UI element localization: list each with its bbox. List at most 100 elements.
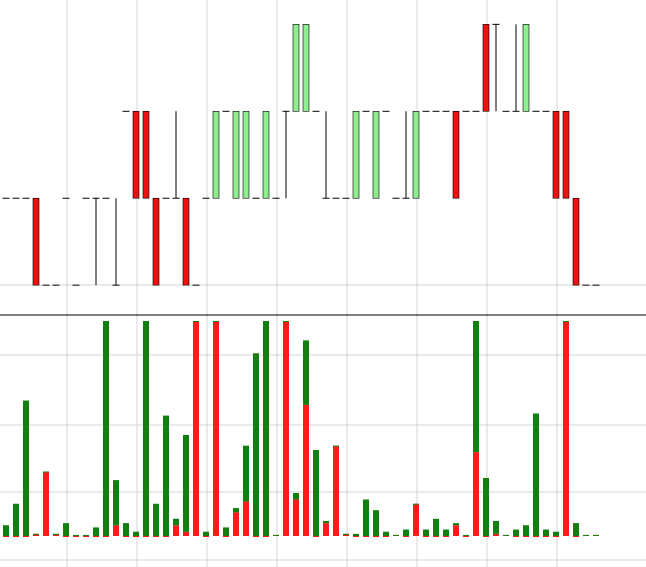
candle-body xyxy=(552,110,560,199)
volume-bar xyxy=(173,525,179,536)
volume-bar xyxy=(423,536,429,537)
candle-body xyxy=(302,24,310,112)
volume-bar xyxy=(373,536,379,537)
volume-bar xyxy=(343,533,349,536)
volume-bar xyxy=(153,536,159,537)
volume-bar xyxy=(563,321,569,322)
candle-body xyxy=(562,110,570,199)
volume-bar xyxy=(403,529,409,536)
volume-bar xyxy=(223,527,229,536)
volume-bar xyxy=(113,480,119,526)
volume-bar xyxy=(233,508,239,513)
volume-bar xyxy=(73,536,79,537)
volume-bar xyxy=(53,533,59,535)
candle-body xyxy=(182,197,190,286)
volume-bar xyxy=(523,536,529,537)
volume-bar xyxy=(563,321,569,536)
volume-bar xyxy=(293,493,299,500)
volume-bar xyxy=(393,534,399,536)
volume-bar xyxy=(533,413,539,536)
candle-body xyxy=(242,110,250,199)
candle-body xyxy=(232,110,240,199)
volume-bar xyxy=(153,503,159,536)
volume-bar xyxy=(293,499,299,536)
volume-bar xyxy=(353,533,359,536)
volume-bar xyxy=(243,445,249,502)
volume-bar xyxy=(343,533,349,535)
volume-bar xyxy=(513,536,519,537)
volume-bar xyxy=(193,321,199,536)
volume-bar xyxy=(543,536,549,537)
volume-bar xyxy=(383,531,389,536)
volume-bar xyxy=(213,321,219,536)
volume-bar xyxy=(33,533,39,536)
volume-bar xyxy=(193,321,199,322)
volume-bar xyxy=(163,415,169,536)
candle-body xyxy=(132,110,140,199)
volume-bar xyxy=(413,503,419,536)
volume-bar xyxy=(263,321,269,536)
volume-bar xyxy=(283,321,289,322)
volume-bar xyxy=(13,536,19,537)
candle-body xyxy=(212,110,220,199)
candle-body xyxy=(262,110,270,199)
volume-bar xyxy=(493,520,499,534)
volume-bar xyxy=(433,518,439,536)
volume-bar xyxy=(3,525,9,536)
volume-bar xyxy=(523,525,529,536)
candle-body xyxy=(522,24,530,112)
volume-bar xyxy=(463,534,469,536)
volume-bar xyxy=(313,536,319,537)
volume-bar xyxy=(103,321,109,536)
volume-bar xyxy=(303,404,309,536)
candle-body xyxy=(482,24,490,112)
volume-bar xyxy=(53,533,59,536)
volume-bar xyxy=(13,503,19,536)
volume-bar xyxy=(403,536,409,537)
volume-bar xyxy=(533,536,539,537)
volume-bar xyxy=(123,523,129,536)
candle-body xyxy=(142,110,150,199)
candle-body xyxy=(452,110,460,199)
volume-bar xyxy=(483,477,489,536)
volume-bar xyxy=(313,450,319,536)
volume-bar xyxy=(23,400,29,536)
candle-body xyxy=(372,110,380,199)
volume-bar xyxy=(513,529,519,536)
volume-bar xyxy=(63,536,69,537)
volume-bar xyxy=(273,534,279,536)
volume-bar xyxy=(23,536,29,537)
volume-bar xyxy=(443,536,449,537)
volume-bar xyxy=(233,512,239,536)
volume-bar xyxy=(253,536,259,537)
volume-bar xyxy=(213,321,219,322)
volume-bar xyxy=(473,452,479,536)
volume-bar xyxy=(63,523,69,536)
volume-bar xyxy=(583,534,589,536)
volume-bar xyxy=(263,536,269,537)
volume-bar xyxy=(143,321,149,536)
volume-bar xyxy=(223,536,229,537)
volume-bar xyxy=(363,536,369,537)
volume-bar xyxy=(363,499,369,536)
volume-bar xyxy=(443,529,449,536)
volume-bar xyxy=(103,536,109,537)
volume-bar xyxy=(93,536,99,537)
volume-bar xyxy=(43,471,49,473)
candle-body xyxy=(352,110,360,199)
volume-bar xyxy=(133,531,139,536)
volume-bar xyxy=(243,501,249,536)
volume-bar xyxy=(463,536,469,537)
volume-bar xyxy=(553,536,559,537)
volume-bar xyxy=(33,533,39,535)
volume-bar xyxy=(413,503,419,505)
volume-bar xyxy=(43,471,49,536)
volume-bar xyxy=(3,536,9,537)
volume-bar xyxy=(333,445,339,536)
volume-bar xyxy=(333,445,339,447)
volume-bar xyxy=(473,321,479,453)
volume-bar xyxy=(253,353,259,536)
candle-body xyxy=(292,24,300,112)
